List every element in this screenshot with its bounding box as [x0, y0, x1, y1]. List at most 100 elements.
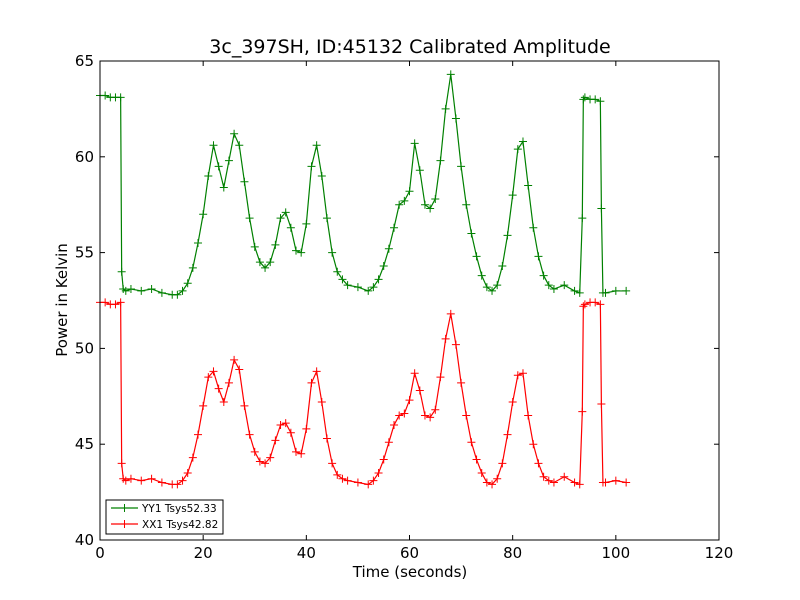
- data-point: [390, 223, 399, 232]
- x-tick-label: 120: [705, 544, 734, 562]
- x-tick-label: 20: [194, 544, 213, 562]
- data-point: [544, 281, 553, 290]
- data-point: [121, 476, 130, 485]
- data-point: [147, 474, 156, 483]
- data-point: [384, 244, 393, 253]
- data-point: [578, 214, 587, 223]
- data-point: [261, 459, 270, 468]
- data-point: [338, 275, 347, 284]
- data-point: [286, 428, 295, 437]
- data-point: [400, 196, 409, 205]
- legend-marker: [120, 520, 129, 528]
- data-point: [250, 242, 259, 251]
- data-point: [560, 281, 569, 290]
- data-point: [343, 281, 352, 290]
- data-point: [292, 447, 301, 456]
- data-point: [451, 114, 460, 123]
- y-tick-label: 50: [75, 339, 94, 357]
- data-point: [426, 413, 435, 422]
- data-point: [312, 367, 321, 376]
- data-point: [529, 440, 538, 449]
- data-point: [591, 95, 600, 104]
- data-point: [420, 200, 429, 209]
- data-point: [384, 438, 393, 447]
- data-point: [353, 283, 362, 292]
- data-point: [400, 409, 409, 418]
- legend-label: YY1 Tsys52.33: [141, 503, 217, 515]
- data-point: [188, 453, 197, 462]
- data-point: [307, 162, 316, 171]
- data-point: [101, 298, 110, 307]
- data-point: [544, 476, 553, 485]
- legend-box: [105, 499, 224, 535]
- data-point: [271, 436, 280, 445]
- y-tick-label: 40: [75, 531, 94, 549]
- data-point: [126, 474, 135, 483]
- data-point: [611, 476, 620, 485]
- data-point: [240, 401, 249, 410]
- data-point: [410, 369, 419, 378]
- data-point: [596, 300, 605, 309]
- legend-entry: YY1 Tsys52.33: [111, 503, 217, 515]
- data-point: [415, 166, 424, 175]
- data-point: [560, 472, 569, 481]
- data-point: [353, 478, 362, 487]
- data-point: [111, 300, 120, 309]
- data-point: [405, 187, 414, 196]
- data-point: [580, 300, 589, 309]
- y-tick-label: 55: [75, 244, 94, 262]
- x-axis-label: Time (seconds): [352, 563, 468, 581]
- data-point: [379, 455, 388, 464]
- data-point: [224, 378, 233, 387]
- data-point: [369, 283, 378, 292]
- data-point: [498, 262, 507, 271]
- data-point: [333, 470, 342, 479]
- data-point: [219, 183, 228, 192]
- data-point: [214, 162, 223, 171]
- chart-title: 3c_397SH, ID:45132 Calibrated Amplitude: [209, 36, 610, 58]
- data-point: [214, 384, 223, 393]
- data-point: [508, 191, 517, 200]
- data-point: [518, 369, 527, 378]
- data-point: [503, 231, 512, 240]
- data-point: [415, 386, 424, 395]
- legend: YY1 Tsys52.33 XX1 Tsys42.82: [105, 499, 224, 535]
- data-point: [488, 480, 497, 489]
- data-point: [183, 279, 192, 288]
- data-point: [116, 93, 125, 102]
- data-point: [271, 240, 280, 249]
- data-point: [255, 258, 264, 267]
- data-point: [204, 171, 213, 180]
- plot-area: [96, 70, 631, 489]
- data-point: [601, 288, 610, 297]
- data-point: [601, 478, 610, 487]
- data-point: [441, 104, 450, 113]
- data-point: [436, 373, 445, 382]
- data-point: [405, 396, 414, 405]
- data-point: [137, 476, 146, 485]
- data-point: [446, 309, 455, 318]
- y-tick-label: 60: [75, 148, 94, 166]
- data-point: [173, 290, 182, 299]
- data-point: [575, 480, 584, 489]
- data-point: [570, 286, 579, 295]
- x-tick-label: 40: [297, 544, 316, 562]
- data-point: [199, 401, 208, 410]
- data-point: [369, 476, 378, 485]
- data-point: [539, 271, 548, 280]
- x-tick-label: 100: [602, 544, 631, 562]
- data-point: [493, 281, 502, 290]
- data-point: [622, 286, 631, 295]
- data-point: [209, 367, 218, 376]
- data-point: [322, 434, 331, 443]
- data-point: [534, 459, 543, 468]
- data-point: [549, 285, 558, 294]
- data-point: [446, 70, 455, 79]
- data-point: [204, 373, 213, 382]
- data-point: [317, 398, 326, 407]
- data-point: [173, 480, 182, 489]
- data-point: [534, 252, 543, 261]
- y-tick-label: 45: [75, 435, 94, 453]
- data-point: [579, 95, 588, 104]
- data-point: [338, 474, 347, 483]
